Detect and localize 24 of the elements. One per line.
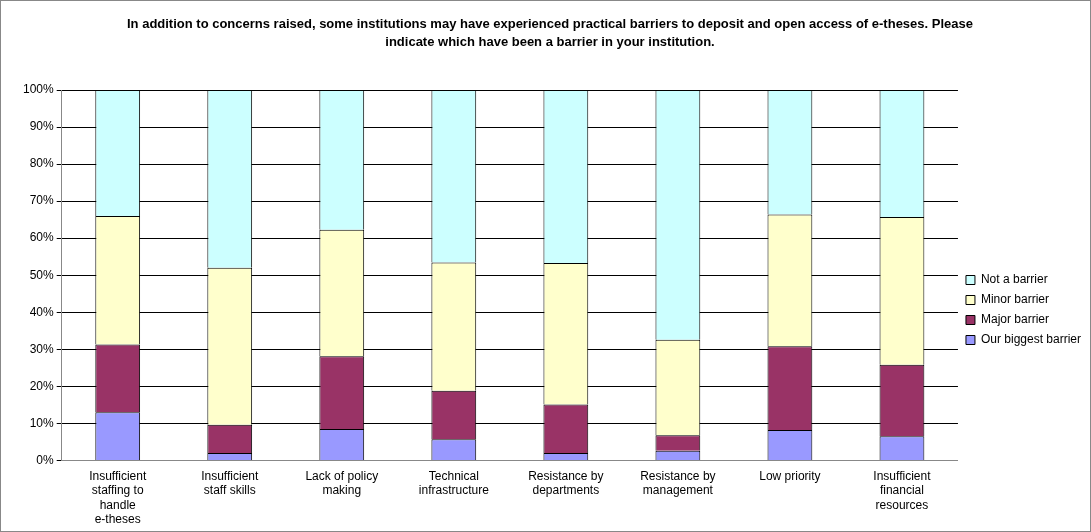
y-tick-label: 90% (29, 119, 55, 134)
y-tick-label: 0% (36, 452, 55, 467)
x-tick-label: Insufficient staffing to handle e-theses (89, 468, 147, 527)
x-tick-label: Insufficient financial resources (873, 468, 932, 512)
x-tick-label: Technical infrastructure (418, 468, 490, 498)
y-tick-label: 60% (29, 230, 55, 245)
legend-label: Not a barrier (980, 272, 1048, 287)
y-tick-label: 50% (29, 267, 55, 282)
y-tick-label: 70% (29, 193, 55, 208)
x-tick-label: Lack of policy making (305, 468, 379, 498)
legend-label: Major barrier (980, 312, 1049, 327)
x-tick-label: Resistance by management (640, 468, 716, 498)
legend-label: Our biggest barrier (980, 332, 1081, 347)
x-tick-label: Insufficient staff skills (201, 468, 259, 498)
legend-label: Minor barrier (980, 292, 1049, 307)
y-tick-label: 10% (29, 415, 55, 430)
y-tick-label: 80% (29, 156, 55, 171)
x-tick-label: Low priority (759, 468, 821, 483)
chart-title: In addition to concerns raised, some institutions may have experienced practical barriers to deposit and open access of e-theses. Please indicate which have been a barrier in your institution. (126, 15, 974, 51)
y-tick-label: 100% (22, 82, 55, 97)
y-tick-label: 40% (29, 304, 55, 319)
x-tick-label: Resistance by departments (528, 468, 604, 498)
y-tick-label: 30% (29, 341, 55, 356)
y-tick-label: 20% (29, 378, 55, 393)
